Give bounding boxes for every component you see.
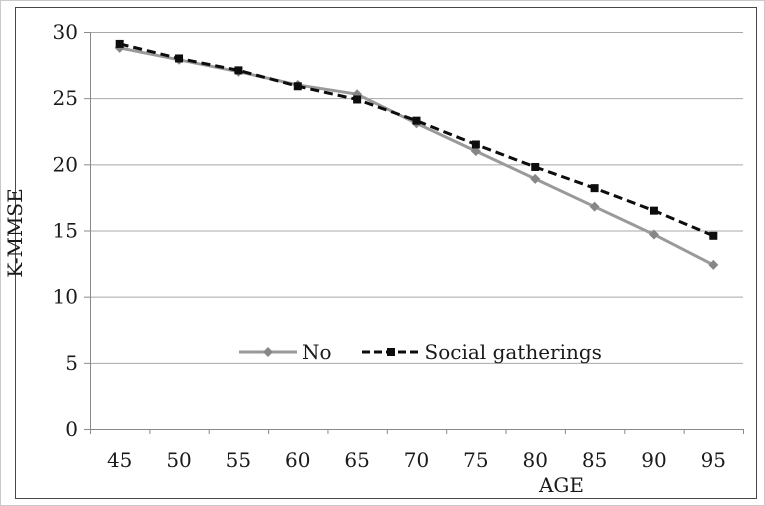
square-marker bbox=[649, 206, 658, 215]
square-marker bbox=[531, 162, 540, 171]
y-tick-label: 10 bbox=[53, 285, 78, 309]
legend-label-no: No bbox=[302, 340, 332, 364]
y-tick-label: 0 bbox=[65, 417, 78, 441]
diamond-marker-icon bbox=[263, 347, 273, 357]
square-marker bbox=[175, 54, 184, 63]
x-tick-label: 50 bbox=[166, 448, 191, 472]
x-tick-label: 70 bbox=[404, 448, 429, 472]
x-tick-label: 85 bbox=[582, 448, 607, 472]
square-marker bbox=[590, 184, 599, 193]
diamond-marker bbox=[589, 201, 600, 212]
x-tick-label: 75 bbox=[463, 448, 488, 472]
y-tick-label: 5 bbox=[65, 351, 78, 375]
square-marker bbox=[709, 231, 718, 240]
diamond-marker bbox=[648, 229, 659, 240]
y-axis-title: K-MMSE bbox=[3, 188, 27, 278]
y-tick-label: 15 bbox=[53, 219, 78, 243]
y-tick-label: 20 bbox=[53, 152, 78, 176]
figure-frame bbox=[15, 7, 757, 499]
x-tick-label: 45 bbox=[107, 448, 132, 472]
y-tick-label: 25 bbox=[53, 86, 78, 110]
x-tick-label: 60 bbox=[285, 448, 310, 472]
diamond-marker bbox=[470, 146, 481, 157]
legend-item-no: No bbox=[239, 340, 332, 364]
square-marker bbox=[234, 66, 243, 75]
square-marker bbox=[412, 116, 421, 125]
y-tick-label: 30 bbox=[53, 20, 78, 44]
chart-legend: No Social gatherings bbox=[239, 340, 602, 364]
legend-label-social-gatherings: Social gatherings bbox=[424, 340, 602, 364]
dashed-line-square-swatch bbox=[361, 348, 420, 356]
diamond-marker bbox=[708, 259, 719, 270]
x-axis-title: AGE bbox=[538, 473, 585, 497]
x-tick-label: 55 bbox=[226, 448, 251, 472]
series-line-no bbox=[119, 46, 715, 267]
square-marker bbox=[293, 82, 302, 91]
x-tick-label: 95 bbox=[701, 448, 726, 472]
square-marker bbox=[353, 95, 362, 104]
solid-line-diamond-swatch bbox=[239, 347, 297, 357]
diamond-marker bbox=[530, 173, 541, 184]
series-line-social-gatherings bbox=[119, 42, 714, 238]
square-marker-icon bbox=[386, 348, 395, 356]
legend-item-social-gatherings: Social gatherings bbox=[361, 340, 602, 364]
x-tick-label: 90 bbox=[641, 448, 666, 472]
x-tick-label: 65 bbox=[344, 448, 369, 472]
square-marker bbox=[471, 140, 480, 149]
square-marker bbox=[115, 39, 124, 48]
x-tick-label: 80 bbox=[523, 448, 548, 472]
